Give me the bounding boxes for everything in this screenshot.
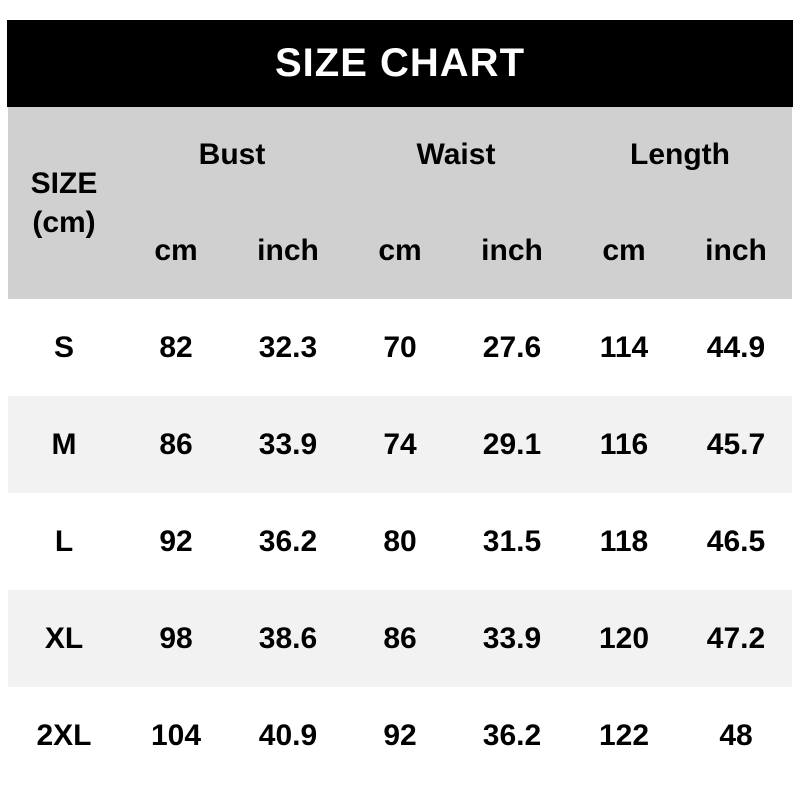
value-cell: 86 bbox=[383, 621, 417, 655]
table-row-2xl: 2XL 104 40.9 92 36.2 122 48 bbox=[8, 687, 792, 784]
value-cell: 92 bbox=[159, 524, 193, 558]
value-cell: 120 bbox=[598, 621, 650, 655]
value-cell: 74 bbox=[383, 427, 417, 461]
value-cell: 33.9 bbox=[258, 427, 318, 461]
unit-header-length-cm: cm bbox=[602, 234, 646, 267]
value-cell: 86 bbox=[159, 427, 193, 461]
size-column-header-line1: SIZE bbox=[30, 167, 98, 200]
size-cell: M bbox=[51, 427, 77, 461]
value-cell: 36.2 bbox=[482, 718, 542, 752]
group-header-length: Length bbox=[630, 138, 730, 171]
unit-header-waist-inch: inch bbox=[481, 234, 543, 267]
value-cell: 114 bbox=[599, 330, 649, 364]
value-cell: 47.2 bbox=[706, 621, 766, 655]
size-chart-table: SIZE (cm) Bust Waist Length cm inch cm i… bbox=[8, 107, 792, 784]
value-cell: 33.9 bbox=[482, 621, 542, 655]
table-row-xl: XL 98 38.6 86 33.9 120 47.2 bbox=[8, 590, 792, 687]
unit-header-waist-cm: cm bbox=[378, 234, 422, 267]
size-cell: L bbox=[54, 524, 74, 558]
table-row-l: L 92 36.2 80 31.5 118 46.5 bbox=[8, 493, 792, 590]
value-cell: 92 bbox=[383, 718, 417, 752]
size-cell: 2XL bbox=[36, 718, 92, 752]
size-cell: S bbox=[53, 330, 74, 364]
value-cell: 82 bbox=[159, 330, 193, 364]
value-cell: 32.3 bbox=[258, 330, 318, 364]
value-cell: 122 bbox=[598, 718, 650, 752]
unit-header-length-inch: inch bbox=[705, 234, 767, 267]
value-cell: 29.1 bbox=[482, 427, 542, 461]
value-cell: 48 bbox=[719, 718, 753, 752]
title-bar: SIZE CHART bbox=[7, 20, 793, 107]
group-header-waist: Waist bbox=[416, 138, 496, 171]
value-cell: 46.5 bbox=[706, 524, 766, 558]
size-cell: XL bbox=[44, 621, 84, 655]
size-column-header: SIZE (cm) bbox=[8, 107, 120, 299]
value-cell: 118 bbox=[599, 524, 649, 558]
table-row-m: M 86 33.9 74 29.1 116 45.7 bbox=[8, 396, 792, 493]
value-cell: 80 bbox=[383, 524, 417, 558]
value-cell: 44.9 bbox=[706, 330, 766, 364]
value-cell: 36.2 bbox=[258, 524, 318, 558]
unit-header-bust-cm: cm bbox=[154, 234, 198, 267]
value-cell: 98 bbox=[159, 621, 193, 655]
table-header: SIZE (cm) Bust Waist Length cm inch cm i… bbox=[8, 107, 792, 299]
value-cell: 45.7 bbox=[706, 427, 766, 461]
size-column-header-line2: (cm) bbox=[32, 206, 96, 239]
value-cell: 116 bbox=[599, 427, 649, 461]
table-row-s: S 82 32.3 70 27.6 114 44.9 bbox=[8, 299, 792, 396]
value-cell: 38.6 bbox=[258, 621, 318, 655]
unit-header-bust-inch: inch bbox=[257, 234, 319, 267]
value-cell: 40.9 bbox=[258, 718, 318, 752]
group-header-bust: Bust bbox=[198, 138, 266, 171]
value-cell: 104 bbox=[150, 718, 202, 752]
value-cell: 27.6 bbox=[482, 330, 542, 364]
value-cell: 70 bbox=[383, 330, 417, 364]
page-title: SIZE CHART bbox=[275, 41, 525, 85]
value-cell: 31.5 bbox=[482, 524, 542, 558]
